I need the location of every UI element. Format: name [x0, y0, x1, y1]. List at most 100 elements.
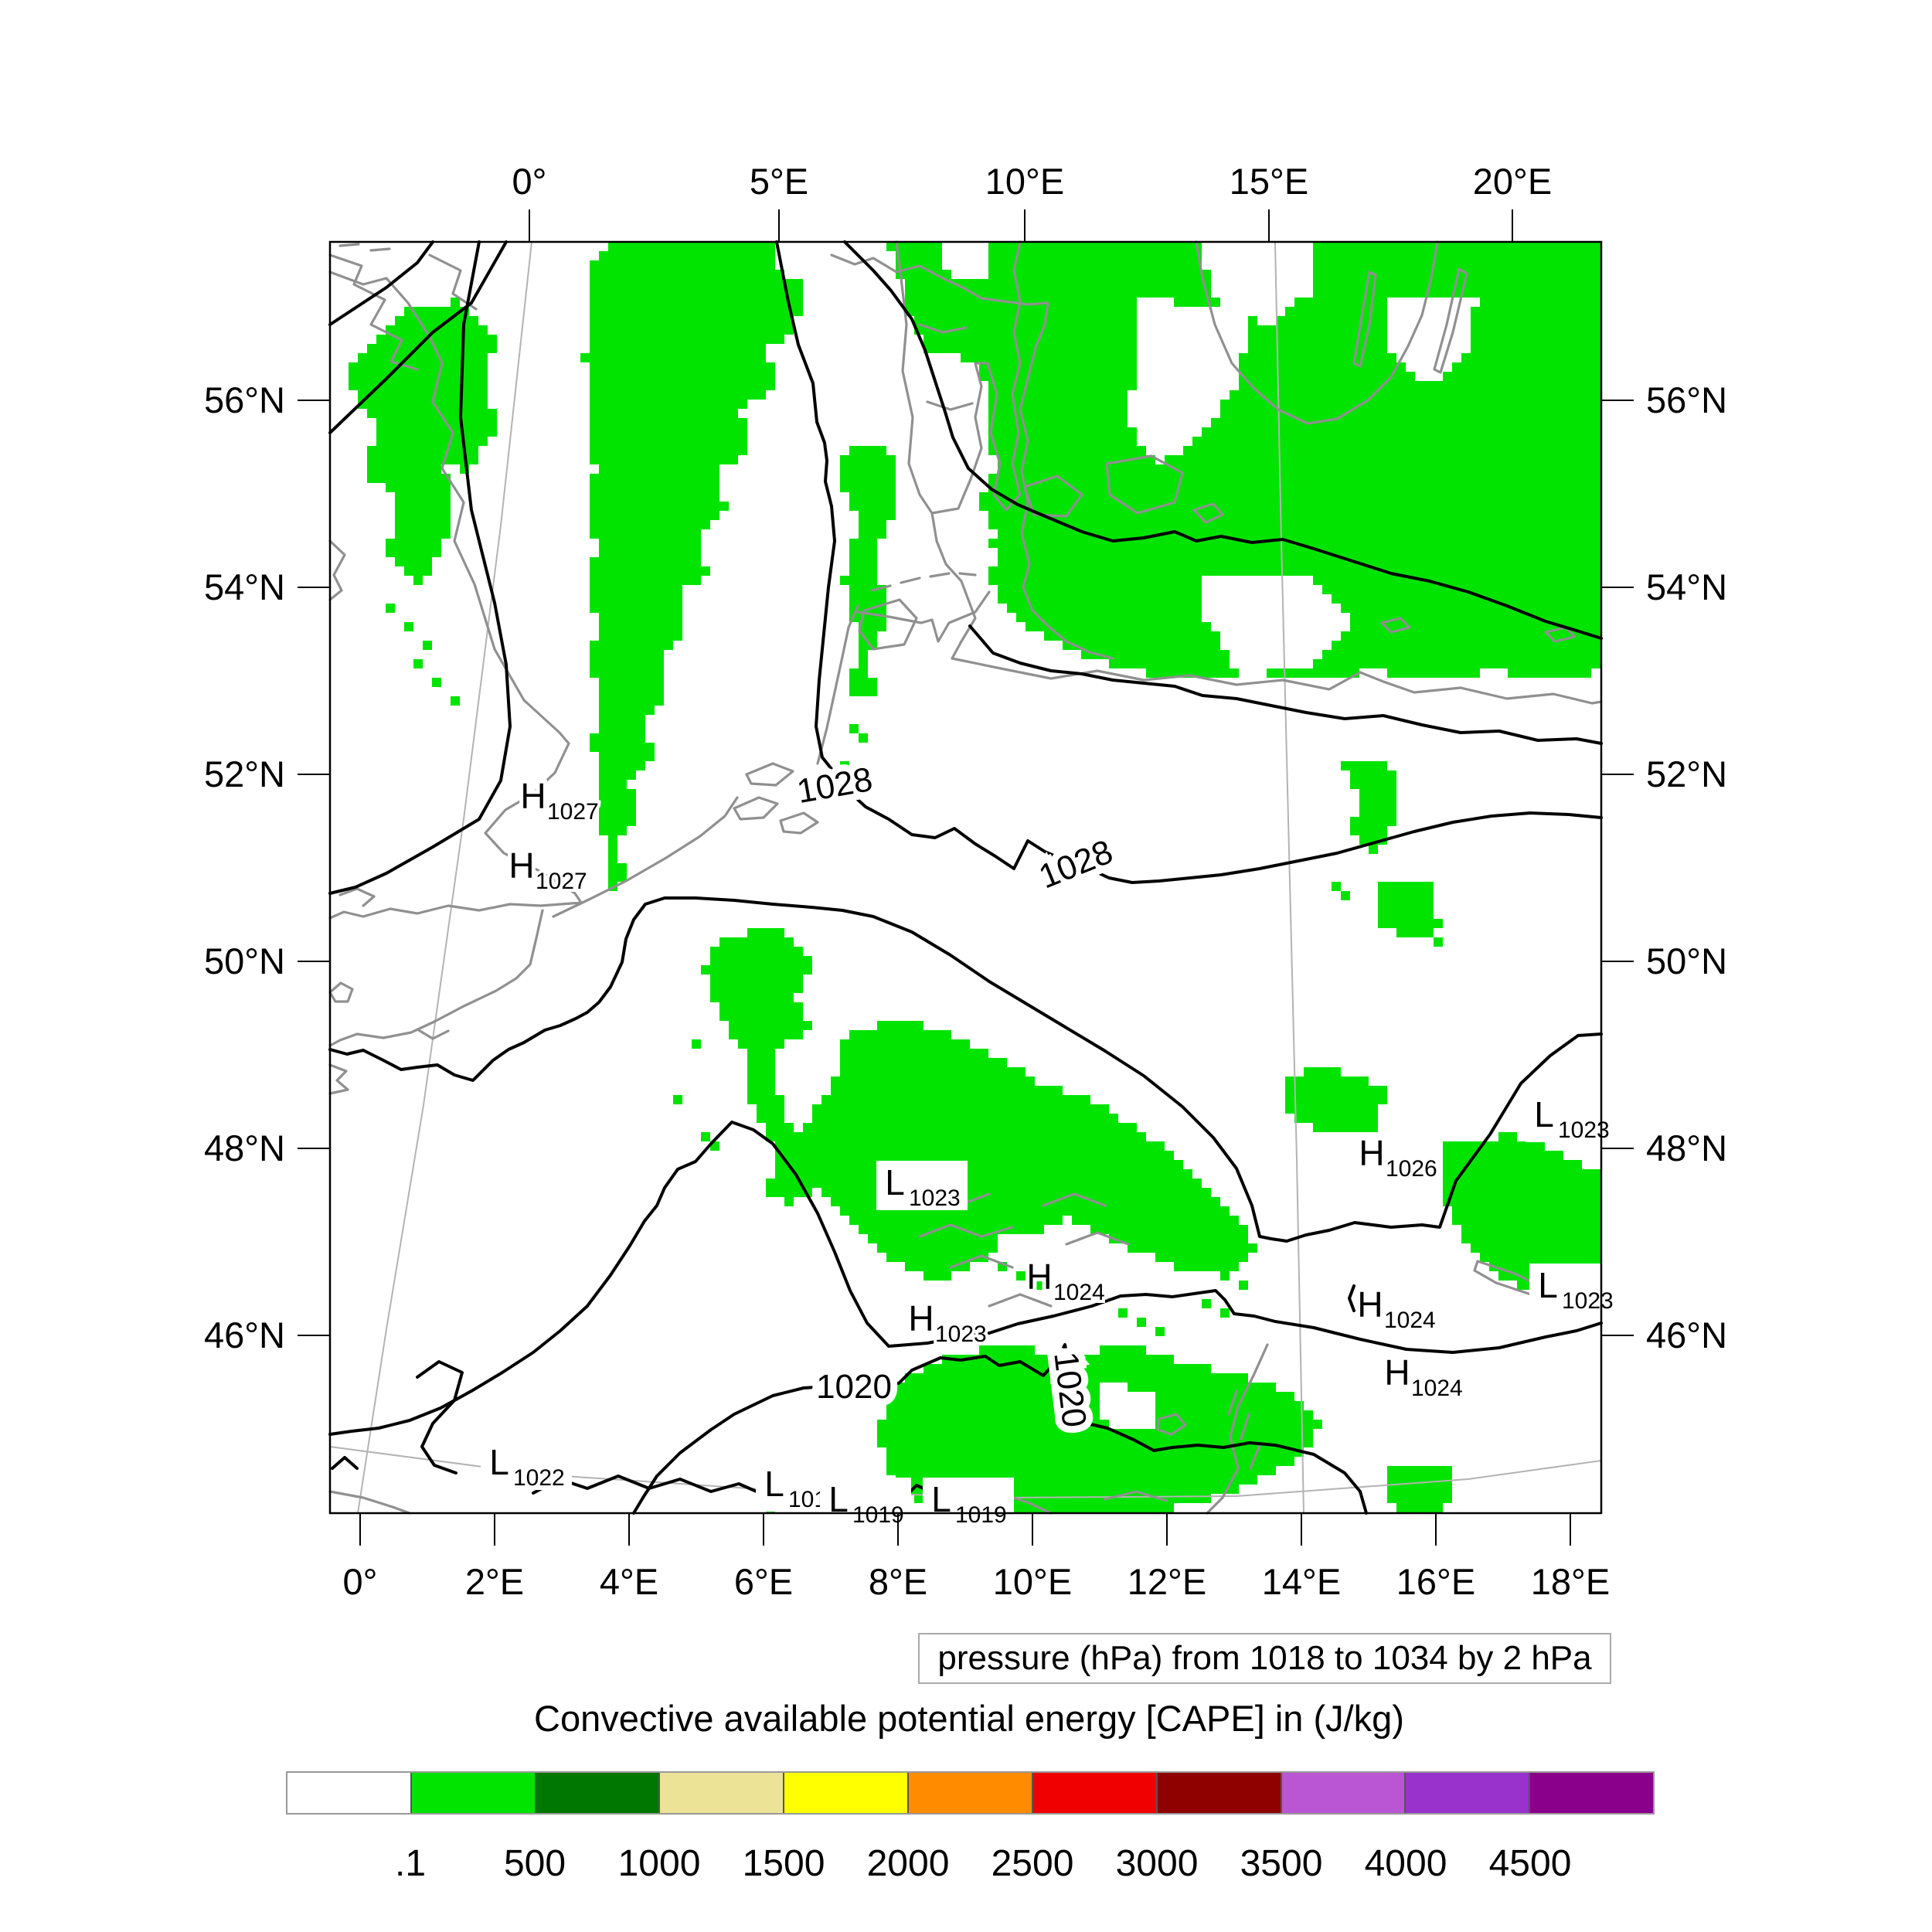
coastline	[416, 1028, 450, 1040]
pressure-contour	[328, 896, 1603, 1243]
coastline	[779, 811, 819, 835]
coastline	[988, 1293, 1053, 1308]
pressure-center-value: 1027	[547, 799, 599, 825]
axis-tick-label: 54°N	[204, 566, 285, 607]
colorbar-tick-label: 500	[503, 1843, 566, 1884]
coastline	[369, 247, 391, 252]
colorbar-tick-label: 4500	[1488, 1843, 1572, 1884]
colorbar-tick-label: 3000	[1115, 1843, 1199, 1884]
coastline	[1206, 1343, 1269, 1515]
axis-tick-label: 10°E	[985, 161, 1064, 202]
coastline	[1227, 1389, 1238, 1416]
pressure-contour	[328, 240, 512, 895]
coastline	[328, 909, 544, 1047]
colorbar-tick-label: 2000	[866, 1843, 950, 1884]
axis-tick-label: 52°N	[1646, 753, 1727, 794]
colorbar-segment	[1032, 1773, 1158, 1813]
coastline	[338, 887, 376, 907]
coastline	[338, 243, 360, 247]
coastline	[856, 590, 991, 643]
pressure-center-letter: L	[1534, 1094, 1554, 1134]
axis-tick-label: 46°N	[204, 1315, 285, 1355]
coastline	[918, 1223, 1014, 1238]
pressure-range-note: pressure (hPa) from 1018 to 1034 by 2 hP…	[918, 1633, 1611, 1684]
colorbar-tick-label: 4000	[1364, 1843, 1447, 1884]
pressure-contour	[328, 1121, 1603, 1436]
axis-tick-label: 2°E	[465, 1561, 524, 1602]
axis-tick-label: 8°E	[869, 1561, 927, 1602]
pressure-center-value: 1024	[1384, 1308, 1436, 1333]
colorbar-segment	[411, 1773, 536, 1813]
coastline	[428, 253, 478, 311]
coastline	[895, 240, 1022, 515]
pressure-center-value: 1023	[935, 1321, 987, 1347]
colorbar-tick-labels: .1 500 1000 1500 2000 2500 3000 3500 4000 4500	[0, 1842, 1932, 1889]
axis-tick-label: 54°N	[1646, 566, 1727, 607]
axis-tick-label: 52°N	[204, 753, 285, 794]
coastline	[930, 512, 977, 660]
axis-tick-label: 48°N	[1646, 1128, 1727, 1168]
axis-tick-label: 10°E	[993, 1561, 1072, 1602]
colorbar-segment	[784, 1773, 910, 1813]
pressure-center-value: 1022	[513, 1465, 565, 1491]
pressure-center-letter: H	[520, 776, 546, 816]
pressure-center-letter: H	[509, 845, 534, 886]
axis-tick-label: 48°N	[204, 1128, 285, 1168]
axis-tick-label: 50°N	[1646, 940, 1727, 981]
colorbar-tick-label: 1500	[742, 1843, 825, 1884]
pressure-center-value: 1019	[955, 1502, 1007, 1528]
pressure-contour	[968, 624, 1603, 745]
coastline	[1156, 1413, 1187, 1436]
axis-tick-label: 14°E	[1262, 1561, 1341, 1602]
axis-tick-label: 15°E	[1230, 161, 1308, 202]
coastline	[328, 1490, 411, 1515]
pressure-center-letter: L	[489, 1442, 509, 1482]
coastline	[328, 981, 354, 1003]
colorbar-tick-label: .1	[394, 1843, 427, 1884]
colorbar-title: Convective available potential energy [C…	[534, 1698, 1404, 1739]
coastline	[1192, 502, 1224, 524]
pressure-center: H 1024	[1353, 1281, 1438, 1336]
coastline	[1195, 240, 1439, 425]
pressure-center-backdrop	[481, 1440, 572, 1490]
pressure-center: H 1027	[505, 842, 590, 897]
coastline	[1104, 1490, 1168, 1502]
colorbar-tick-label: 3500	[1240, 1843, 1323, 1884]
coastline	[328, 253, 419, 371]
colorbar-segment	[1281, 1773, 1406, 1813]
pressure-center-value: 1019	[852, 1502, 904, 1528]
coastline	[900, 577, 921, 584]
coastline	[929, 572, 951, 578]
coastline	[733, 796, 779, 821]
pressure-center-backdrop	[876, 1161, 968, 1210]
pressure-center-value: 1026	[1386, 1156, 1437, 1182]
coastline	[1105, 454, 1184, 515]
coastline	[830, 253, 1114, 660]
pressure-center-value: 1024	[1053, 1280, 1105, 1305]
pressure-center: H 1026	[1355, 1129, 1440, 1185]
axis-tick-label: 16°E	[1396, 1561, 1475, 1602]
pressure-contour	[1348, 1284, 1355, 1312]
contour-label-group: 1020	[809, 1361, 899, 1413]
axis-tick-label: 0°	[343, 1561, 378, 1602]
colorbar-segment	[1157, 1773, 1282, 1813]
contour-label: 1020	[816, 1368, 892, 1406]
graticule-line	[357, 241, 532, 1514]
colorbar-segment	[536, 1773, 661, 1813]
pressure-center: H 1024	[1380, 1349, 1465, 1404]
pressure-contour	[775, 240, 1603, 884]
colorbar-segment	[1406, 1773, 1531, 1813]
cape-colorbar	[286, 1771, 1655, 1815]
coastline	[1544, 626, 1577, 643]
pressure-center: L 1023	[881, 1158, 964, 1214]
pressure-center-value: 1027	[536, 869, 587, 894]
coastline	[1065, 1231, 1130, 1246]
coastline	[1352, 270, 1377, 368]
pressure-contour	[331, 1456, 359, 1470]
axis-tick-label: 56°N	[1646, 379, 1727, 420]
coastline	[858, 598, 918, 651]
pressure-center: H 1023	[904, 1294, 989, 1350]
pressure-center-value: 1023	[909, 1185, 961, 1211]
